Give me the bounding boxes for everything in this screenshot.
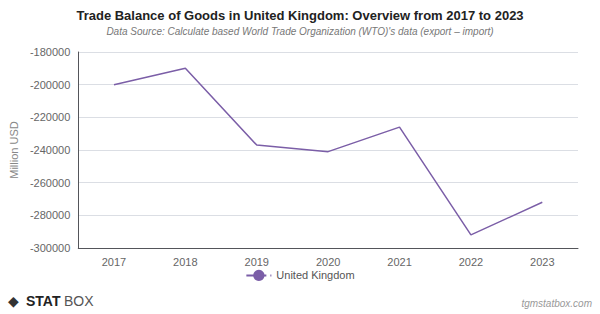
svg-text:-200000: -200000 — [30, 79, 70, 91]
svg-text:-300000: -300000 — [30, 242, 70, 254]
svg-text:-220000: -220000 — [30, 111, 70, 123]
svg-text:2022: 2022 — [459, 256, 483, 268]
svg-text:2018: 2018 — [173, 256, 197, 268]
svg-text:Million USD: Million USD — [8, 121, 20, 179]
svg-text:2021: 2021 — [387, 256, 411, 268]
svg-text:BOX: BOX — [64, 293, 94, 309]
svg-text:-180000: -180000 — [30, 46, 70, 58]
svg-text:STAT: STAT — [26, 293, 61, 309]
svg-text:Trade Balance of Goods in Unit: Trade Balance of Goods in United Kingdom… — [76, 8, 523, 23]
svg-text:◆: ◆ — [8, 293, 19, 309]
svg-text:-260000: -260000 — [30, 177, 70, 189]
svg-text:2023: 2023 — [530, 256, 554, 268]
svg-text:2019: 2019 — [245, 256, 269, 268]
svg-text:2020: 2020 — [316, 256, 340, 268]
svg-text:tgmstatbox.com: tgmstatbox.com — [521, 298, 592, 309]
svg-text:-240000: -240000 — [30, 144, 70, 156]
svg-text:-280000: -280000 — [30, 209, 70, 221]
svg-text:United Kingdom: United Kingdom — [276, 269, 354, 281]
svg-text:2017: 2017 — [102, 256, 126, 268]
svg-text:Data Source: Calculate based W: Data Source: Calculate based World Trade… — [106, 26, 493, 37]
